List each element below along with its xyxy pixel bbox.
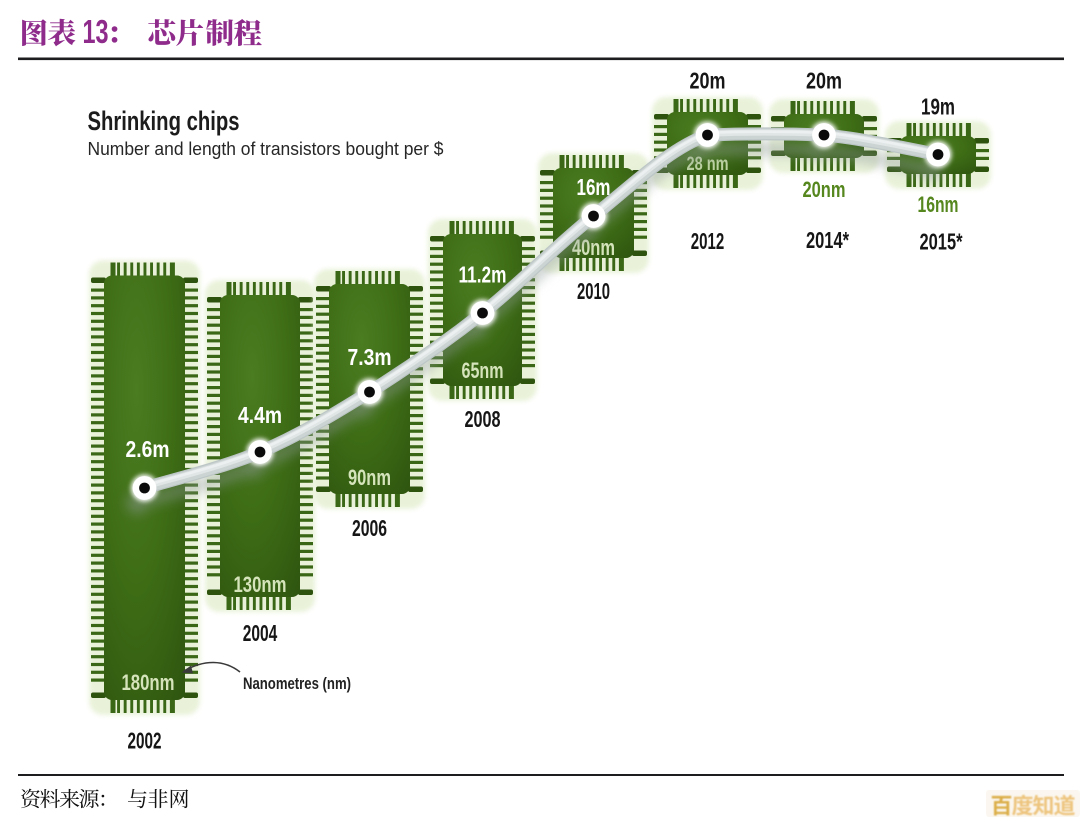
svg-text:Number and length of transisto: Number and length of transistors bought … <box>88 138 444 159</box>
svg-text:2002: 2002 <box>128 728 162 754</box>
svg-text:20nm: 20nm <box>803 177 846 202</box>
svg-text:90nm: 90nm <box>348 465 391 490</box>
svg-text:2012: 2012 <box>691 228 725 254</box>
svg-text:16m: 16m <box>577 174 611 200</box>
svg-text:Nanometres (nm): Nanometres (nm) <box>243 675 351 693</box>
svg-text:4.4m: 4.4m <box>238 402 282 428</box>
svg-text:2004: 2004 <box>243 620 278 646</box>
svg-text:180nm: 180nm <box>122 670 175 695</box>
svg-text:130nm: 130nm <box>234 572 287 597</box>
svg-text:20m: 20m <box>690 68 726 94</box>
svg-text:20m: 20m <box>806 68 842 94</box>
svg-text:2008: 2008 <box>465 406 501 432</box>
svg-text:13: 13 <box>83 13 109 50</box>
svg-text:Shrinking chips: Shrinking chips <box>88 106 240 136</box>
svg-text:16nm: 16nm <box>918 192 959 217</box>
svg-text:65nm: 65nm <box>462 358 504 383</box>
svg-text:2006: 2006 <box>352 515 387 541</box>
svg-text:2015*: 2015* <box>920 229 963 255</box>
svg-text:2.6m: 2.6m <box>126 436 170 462</box>
svg-text:11.2m: 11.2m <box>459 262 507 288</box>
svg-text:7.3m: 7.3m <box>348 344 392 370</box>
svg-text:2014*: 2014* <box>806 227 849 253</box>
svg-text:19m: 19m <box>921 94 955 120</box>
svg-text:2010: 2010 <box>577 278 610 304</box>
